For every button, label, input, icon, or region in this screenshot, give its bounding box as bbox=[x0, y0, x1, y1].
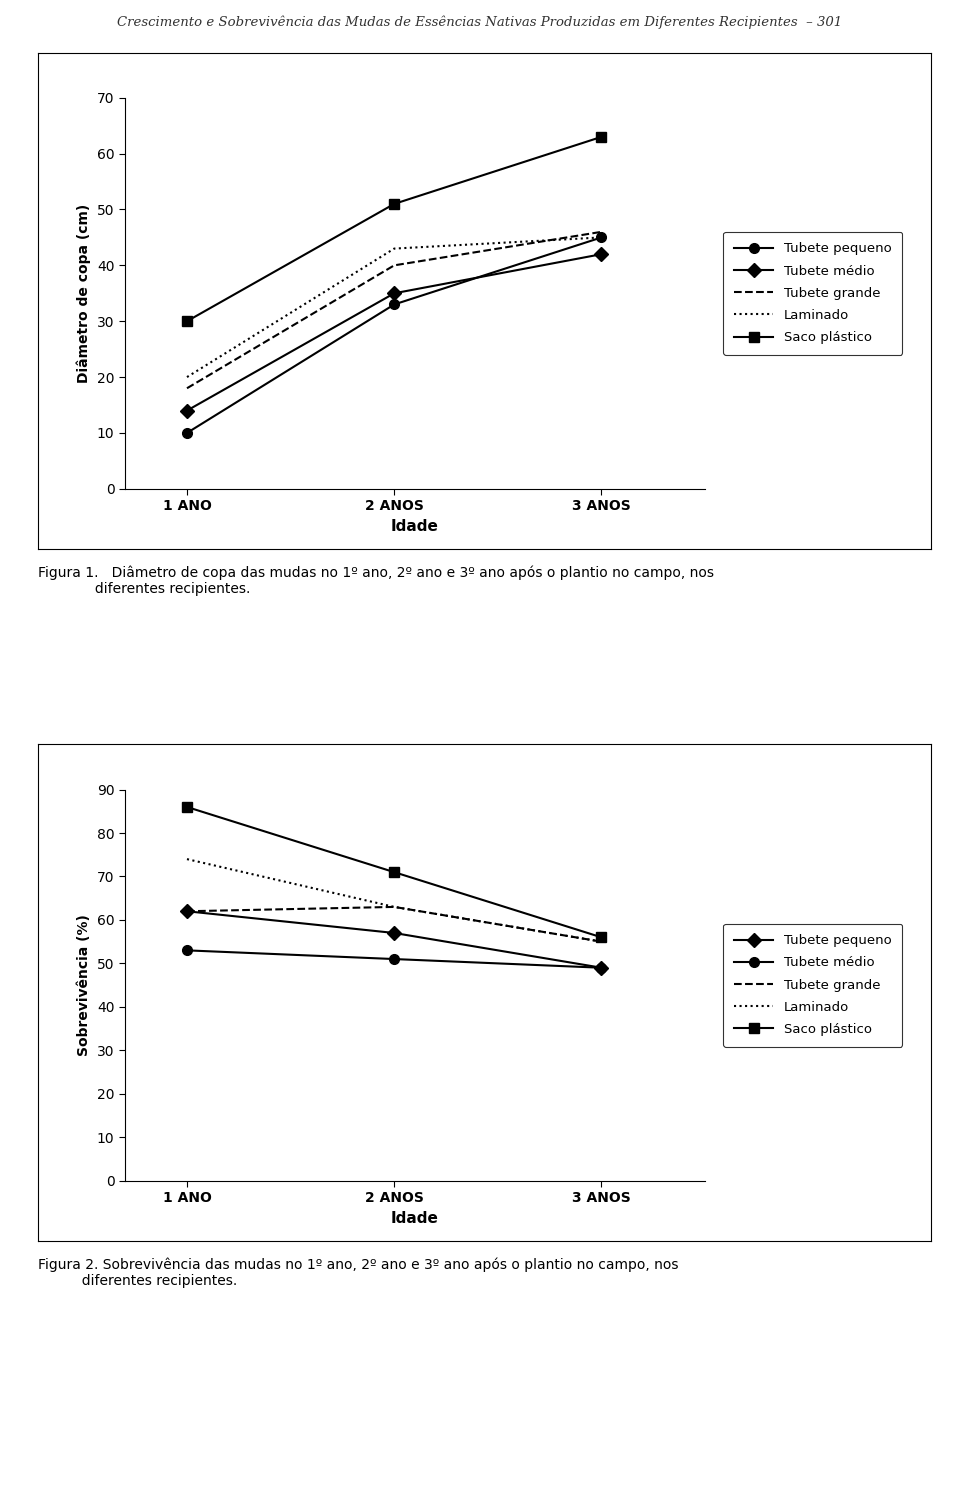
X-axis label: Idade: Idade bbox=[391, 1211, 439, 1226]
Text: Crescimento e Sobrevivência das Mudas de Essências Nativas Produzidas em Diferen: Crescimento e Sobrevivência das Mudas de… bbox=[117, 17, 843, 29]
Legend: Tubete pequeno, Tubete médio, Tubete grande, Laminado, Saco plástico: Tubete pequeno, Tubete médio, Tubete gra… bbox=[723, 232, 902, 355]
X-axis label: Idade: Idade bbox=[391, 519, 439, 534]
Legend: Tubete pequeno, Tubete médio, Tubete grande, Laminado, Saco plástico: Tubete pequeno, Tubete médio, Tubete gra… bbox=[723, 923, 902, 1047]
Text: Figura 1.   Diâmetro de copa das mudas no 1º ano, 2º ano e 3º ano após o plantio: Figura 1. Diâmetro de copa das mudas no … bbox=[38, 566, 714, 596]
Text: Figura 2. Sobrevivência das mudas no 1º ano, 2º ano e 3º ano após o plantio no c: Figura 2. Sobrevivência das mudas no 1º … bbox=[38, 1257, 679, 1287]
Y-axis label: Sobrevivência (%): Sobrevivência (%) bbox=[77, 914, 91, 1056]
Y-axis label: Diâmetro de copa (cm): Diâmetro de copa (cm) bbox=[77, 203, 91, 384]
